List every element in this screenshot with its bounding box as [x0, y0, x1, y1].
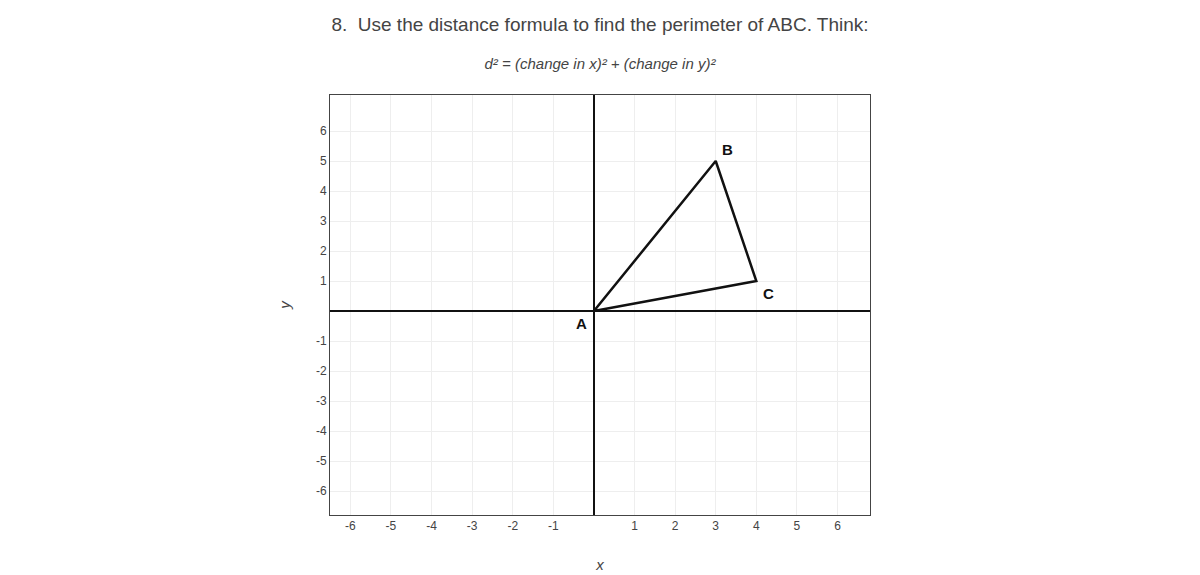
svg-text:4: 4 — [753, 519, 760, 533]
svg-text:B: B — [722, 141, 733, 158]
svg-text:-1: -1 — [316, 334, 327, 348]
svg-text:x: x — [595, 556, 604, 573]
svg-text:-5: -5 — [316, 454, 327, 468]
svg-text:5: 5 — [320, 154, 327, 168]
svg-text:2: 2 — [320, 244, 327, 258]
svg-text:-6: -6 — [345, 519, 356, 533]
svg-text:4: 4 — [320, 184, 327, 198]
svg-text:3: 3 — [712, 519, 719, 533]
svg-text:1: 1 — [631, 519, 638, 533]
svg-text:6: 6 — [320, 124, 327, 138]
svg-text:-2: -2 — [507, 519, 518, 533]
svg-text:-1: -1 — [548, 519, 559, 533]
svg-text:-4: -4 — [316, 424, 327, 438]
svg-text:-4: -4 — [426, 519, 437, 533]
svg-text:C: C — [763, 285, 774, 302]
svg-text:-2: -2 — [316, 364, 327, 378]
svg-text:6: 6 — [834, 519, 841, 533]
svg-text:-6: -6 — [316, 484, 327, 498]
svg-text:8. Use the distance formula t: 8. Use the distance formula to find the … — [331, 14, 868, 35]
svg-text:1: 1 — [320, 274, 327, 288]
svg-text:3: 3 — [320, 214, 327, 228]
svg-text:-3: -3 — [316, 394, 327, 408]
svg-text:-5: -5 — [386, 519, 397, 533]
svg-text:2: 2 — [672, 519, 679, 533]
svg-text:5: 5 — [794, 519, 801, 533]
svg-text:-3: -3 — [467, 519, 478, 533]
svg-text:A: A — [576, 315, 587, 332]
svg-text:d² = (change in x)² + (change: d² = (change in x)² + (change in y)² — [485, 55, 717, 72]
svg-text:y: y — [276, 300, 293, 310]
